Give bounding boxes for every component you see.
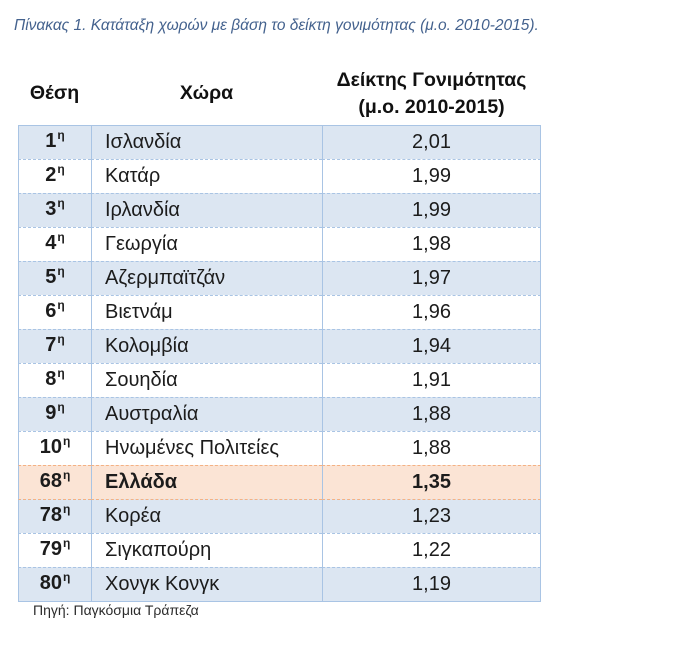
rank-suffix: η bbox=[62, 468, 71, 482]
fertility-value-cell: 1,97 bbox=[322, 261, 541, 295]
rank-cell: 79η bbox=[18, 533, 91, 567]
country-cell: Αζερμπαϊτζάν bbox=[91, 261, 322, 295]
table-row: 9η Αυστραλία 1,88 bbox=[18, 397, 541, 431]
table-row: 78η Κορέα 1,23 bbox=[18, 499, 541, 533]
rank-cell: 1η bbox=[18, 125, 91, 159]
fertility-value-cell: 1,88 bbox=[322, 397, 541, 431]
country-cell: Γεωργία bbox=[91, 227, 322, 261]
rank-cell: 7η bbox=[18, 329, 91, 363]
rank-cell: 5η bbox=[18, 261, 91, 295]
table-row-highlighted: 68η Ελλάδα 1,35 bbox=[18, 465, 541, 499]
rank-number: 9 bbox=[45, 402, 57, 424]
rank-cell: 9η bbox=[18, 397, 91, 431]
rank-number: 2 bbox=[45, 164, 57, 186]
table-row: 80η Χονγκ Κονγκ 1,19 bbox=[18, 567, 541, 602]
rank-number: 80 bbox=[39, 572, 62, 594]
table-row: 2η Κατάρ 1,99 bbox=[18, 159, 541, 193]
rank-cell: 80η bbox=[18, 567, 91, 602]
table-row: 3η Ιρλανδία 1,99 bbox=[18, 193, 541, 227]
country-cell: Κορέα bbox=[91, 499, 322, 533]
table-body: 1η Ισλανδία 2,01 2η Κατάρ 1,99 3η Ιρλανδ… bbox=[18, 125, 541, 602]
country-cell: Σουηδία bbox=[91, 363, 322, 397]
source-note: Πηγή: Παγκόσμια Τράπεζα bbox=[33, 602, 199, 618]
table-row: 8η Σουηδία 1,91 bbox=[18, 363, 541, 397]
country-cell: Ιρλανδία bbox=[91, 193, 322, 227]
header-row: Θέση Χώρα Δείκτης Γονιμότητας (μ.ο. 2010… bbox=[18, 62, 541, 125]
rank-suffix: η bbox=[57, 196, 65, 210]
fertility-value-cell: 1,91 bbox=[322, 363, 541, 397]
rank-suffix: η bbox=[62, 570, 71, 584]
rank-suffix: η bbox=[57, 230, 65, 244]
country-cell: Κατάρ bbox=[91, 159, 322, 193]
rank-number: 3 bbox=[45, 198, 57, 220]
rank-number: 7 bbox=[45, 334, 57, 356]
table-caption: Πίνακας 1. Κατάταξη χωρών με βάση το δεί… bbox=[14, 17, 539, 34]
rank-suffix: η bbox=[57, 332, 65, 346]
rank-number: 79 bbox=[39, 538, 62, 560]
rank-number: 6 bbox=[45, 300, 57, 322]
country-cell: Ηνωμένες Πολιτείες bbox=[91, 431, 322, 465]
table-row: 79η Σιγκαπούρη 1,22 bbox=[18, 533, 541, 567]
fertility-value-cell: 1,19 bbox=[322, 567, 541, 602]
rank-cell: 2η bbox=[18, 159, 91, 193]
table-row: 7η Κολομβία 1,94 bbox=[18, 329, 541, 363]
header-country: Χώρα bbox=[91, 62, 322, 125]
header-fertility-line2: (μ.ο. 2010-2015) bbox=[358, 95, 505, 118]
rank-suffix: η bbox=[57, 128, 65, 142]
fertility-ranking-table: Θέση Χώρα Δείκτης Γονιμότητας (μ.ο. 2010… bbox=[18, 62, 541, 602]
rank-cell: 3η bbox=[18, 193, 91, 227]
rank-suffix: η bbox=[62, 536, 71, 550]
rank-suffix: η bbox=[57, 400, 65, 414]
rank-suffix: η bbox=[57, 264, 65, 278]
fertility-value-cell: 1,99 bbox=[322, 159, 541, 193]
fertility-value-cell: 1,96 bbox=[322, 295, 541, 329]
table-row: 10η Ηνωμένες Πολιτείες 1,88 bbox=[18, 431, 541, 465]
fertility-value-cell: 1,99 bbox=[322, 193, 541, 227]
rank-number: 10 bbox=[39, 436, 62, 458]
rank-cell: 78η bbox=[18, 499, 91, 533]
fertility-value-cell: 1,23 bbox=[322, 499, 541, 533]
rank-cell: 10η bbox=[18, 431, 91, 465]
fertility-value-cell: 2,01 bbox=[322, 125, 541, 159]
rank-number: 5 bbox=[45, 266, 57, 288]
fertility-value-cell: 1,35 bbox=[322, 465, 541, 499]
country-cell: Χονγκ Κονγκ bbox=[91, 567, 322, 602]
rank-number: 8 bbox=[45, 368, 57, 390]
table-row: 5η Αζερμπαϊτζάν 1,97 bbox=[18, 261, 541, 295]
header-rank: Θέση bbox=[18, 62, 91, 125]
table-header: Θέση Χώρα Δείκτης Γονιμότητας (μ.ο. 2010… bbox=[18, 62, 541, 125]
rank-suffix: η bbox=[62, 502, 71, 516]
rank-cell: 6η bbox=[18, 295, 91, 329]
rank-cell: 4η bbox=[18, 227, 91, 261]
table-row: 1η Ισλανδία 2,01 bbox=[18, 125, 541, 159]
fertility-value-cell: 1,98 bbox=[322, 227, 541, 261]
fertility-value-cell: 1,88 bbox=[322, 431, 541, 465]
country-cell: Κολομβία bbox=[91, 329, 322, 363]
fertility-value-cell: 1,94 bbox=[322, 329, 541, 363]
rank-cell: 8η bbox=[18, 363, 91, 397]
rank-suffix: η bbox=[57, 366, 65, 380]
country-cell: Σιγκαπούρη bbox=[91, 533, 322, 567]
rank-number: 1 bbox=[45, 130, 57, 152]
rank-suffix: η bbox=[57, 298, 65, 312]
country-cell: Βιετνάμ bbox=[91, 295, 322, 329]
country-cell: Ελλάδα bbox=[91, 465, 322, 499]
header-fertility-line1: Δείκτης Γονιμότητας bbox=[336, 68, 527, 91]
rank-number: 4 bbox=[45, 232, 57, 254]
header-fertility: Δείκτης Γονιμότητας (μ.ο. 2010-2015) bbox=[322, 62, 541, 125]
rank-number: 68 bbox=[39, 470, 62, 492]
table-row: 4η Γεωργία 1,98 bbox=[18, 227, 541, 261]
country-cell: Αυστραλία bbox=[91, 397, 322, 431]
table-row: 6η Βιετνάμ 1,96 bbox=[18, 295, 541, 329]
fertility-value-cell: 1,22 bbox=[322, 533, 541, 567]
rank-suffix: η bbox=[62, 434, 71, 448]
rank-cell: 68η bbox=[18, 465, 91, 499]
rank-suffix: η bbox=[57, 162, 65, 176]
country-cell: Ισλανδία bbox=[91, 125, 322, 159]
rank-number: 78 bbox=[39, 504, 62, 526]
